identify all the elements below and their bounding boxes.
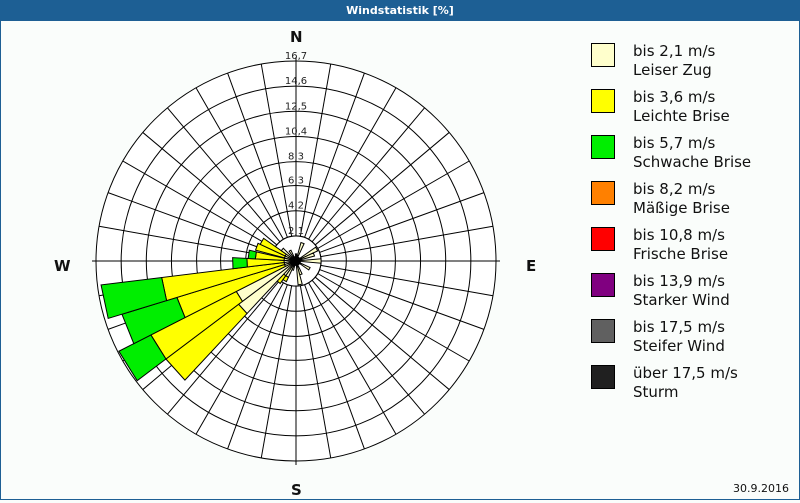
rose-bar-segment — [100, 276, 168, 320]
compass-east-label: E — [526, 257, 537, 275]
legend-label: bis 17,5 m/s — [633, 318, 725, 336]
grid-spoke — [107, 192, 273, 253]
wind-rose-chart: 2,1 4,2 6,3 8,3 10,4 12,5 14,6 16,7 — [92, 51, 500, 465]
grid-ring — [220, 185, 372, 337]
legend-sublabel: Starker Wind — [633, 291, 730, 309]
grid-spoke — [308, 87, 397, 240]
ring-label: 4,2 — [288, 201, 304, 212]
grid-spoke — [314, 276, 450, 390]
grid-ring — [170, 135, 422, 387]
legend-label: bis 8,2 m/s — [633, 180, 716, 198]
grid-spoke — [308, 282, 397, 435]
grid-ring — [196, 161, 396, 361]
legend-swatch — [591, 181, 615, 205]
grid-spoke — [317, 273, 470, 362]
legend-swatch — [591, 365, 615, 389]
date-label: 30.9.2016 — [733, 482, 789, 495]
legend-swatch — [591, 319, 615, 343]
legend-label: bis 2,1 m/s — [633, 42, 716, 60]
legend-sublabel: Sturm — [633, 383, 679, 401]
grid-spoke — [260, 63, 293, 237]
grid-spoke — [260, 285, 293, 459]
rose-bar-segment — [254, 242, 286, 259]
legend-sublabel: Schwache Brise — [633, 153, 752, 171]
legend-sublabel: Mäßige Brise — [633, 199, 730, 217]
rose-bar-segment — [259, 237, 287, 257]
grid-ring — [145, 110, 447, 412]
ring-label: 10,4 — [285, 126, 307, 137]
grid-spoke — [195, 87, 284, 240]
grid-spoke — [314, 132, 450, 246]
grid-spoke — [195, 282, 284, 435]
grid-spoke — [319, 269, 485, 330]
grid-spoke — [299, 63, 332, 237]
grid-ring — [95, 60, 497, 462]
grid-spoke — [167, 107, 281, 243]
legend-swatch — [591, 273, 615, 297]
legend-label: über 17,5 m/s — [633, 364, 738, 382]
legend-label: bis 3,6 m/s — [633, 88, 716, 106]
grid-spoke — [319, 192, 485, 253]
window-title: Windstatistik [%] — [1, 1, 799, 21]
rose-bar-segment — [295, 252, 316, 262]
grid-spoke — [304, 72, 365, 238]
legend-sublabel: Leiser Zug — [633, 61, 712, 79]
ring-label: 8,3 — [288, 152, 304, 163]
ring-label: 6,3 — [288, 176, 304, 187]
grid-ring — [120, 85, 472, 437]
ring-label: 14,6 — [285, 76, 307, 87]
grid-spoke — [227, 284, 288, 450]
legend-sublabel: Frische Brise — [633, 245, 729, 263]
compass-north-label: N — [290, 28, 303, 46]
legend-label: bis 13,9 m/s — [633, 272, 725, 290]
grid-spoke — [320, 225, 494, 258]
grid-spoke — [311, 279, 425, 415]
rose-bar-segment — [295, 241, 305, 262]
grid-spoke — [304, 284, 365, 450]
legend-swatch — [591, 89, 615, 113]
grid-spoke — [311, 107, 425, 243]
rose-bar-segment — [247, 249, 257, 260]
ring-label: 16,7 — [285, 51, 307, 62]
grid-spoke — [122, 160, 275, 249]
legend-swatch — [591, 135, 615, 159]
rose-bar-segment — [232, 257, 248, 270]
compass-south-label: S — [291, 481, 302, 499]
legend-label: bis 5,7 m/s — [633, 134, 716, 152]
wind-rose-plot: 2,1 4,2 6,3 8,3 10,4 12,5 14,6 16,7 N E S W — [1, 21, 561, 499]
rose-bar-segment — [118, 334, 167, 382]
grid-spoke — [227, 72, 288, 238]
rose-bar-segment — [295, 258, 322, 264]
ring-label: 2,1 — [288, 226, 304, 237]
grid-spoke — [299, 285, 332, 459]
grid-spoke — [320, 264, 494, 297]
grid-spoke — [142, 132, 278, 246]
ring-label: 12,5 — [285, 101, 307, 112]
grid-spoke — [167, 279, 281, 415]
legend-sublabel: Leichte Brise — [633, 107, 730, 125]
legend-swatch — [591, 227, 615, 251]
legend-label: bis 10,8 m/s — [633, 226, 725, 244]
grid-spoke — [317, 160, 470, 249]
grid-spoke — [98, 225, 272, 258]
legend-sublabel: Steifer Wind — [633, 337, 725, 355]
legend-swatch — [591, 43, 615, 67]
center-hub — [291, 256, 301, 266]
rose-bar-segment — [295, 260, 303, 286]
compass-west-label: W — [54, 257, 71, 275]
